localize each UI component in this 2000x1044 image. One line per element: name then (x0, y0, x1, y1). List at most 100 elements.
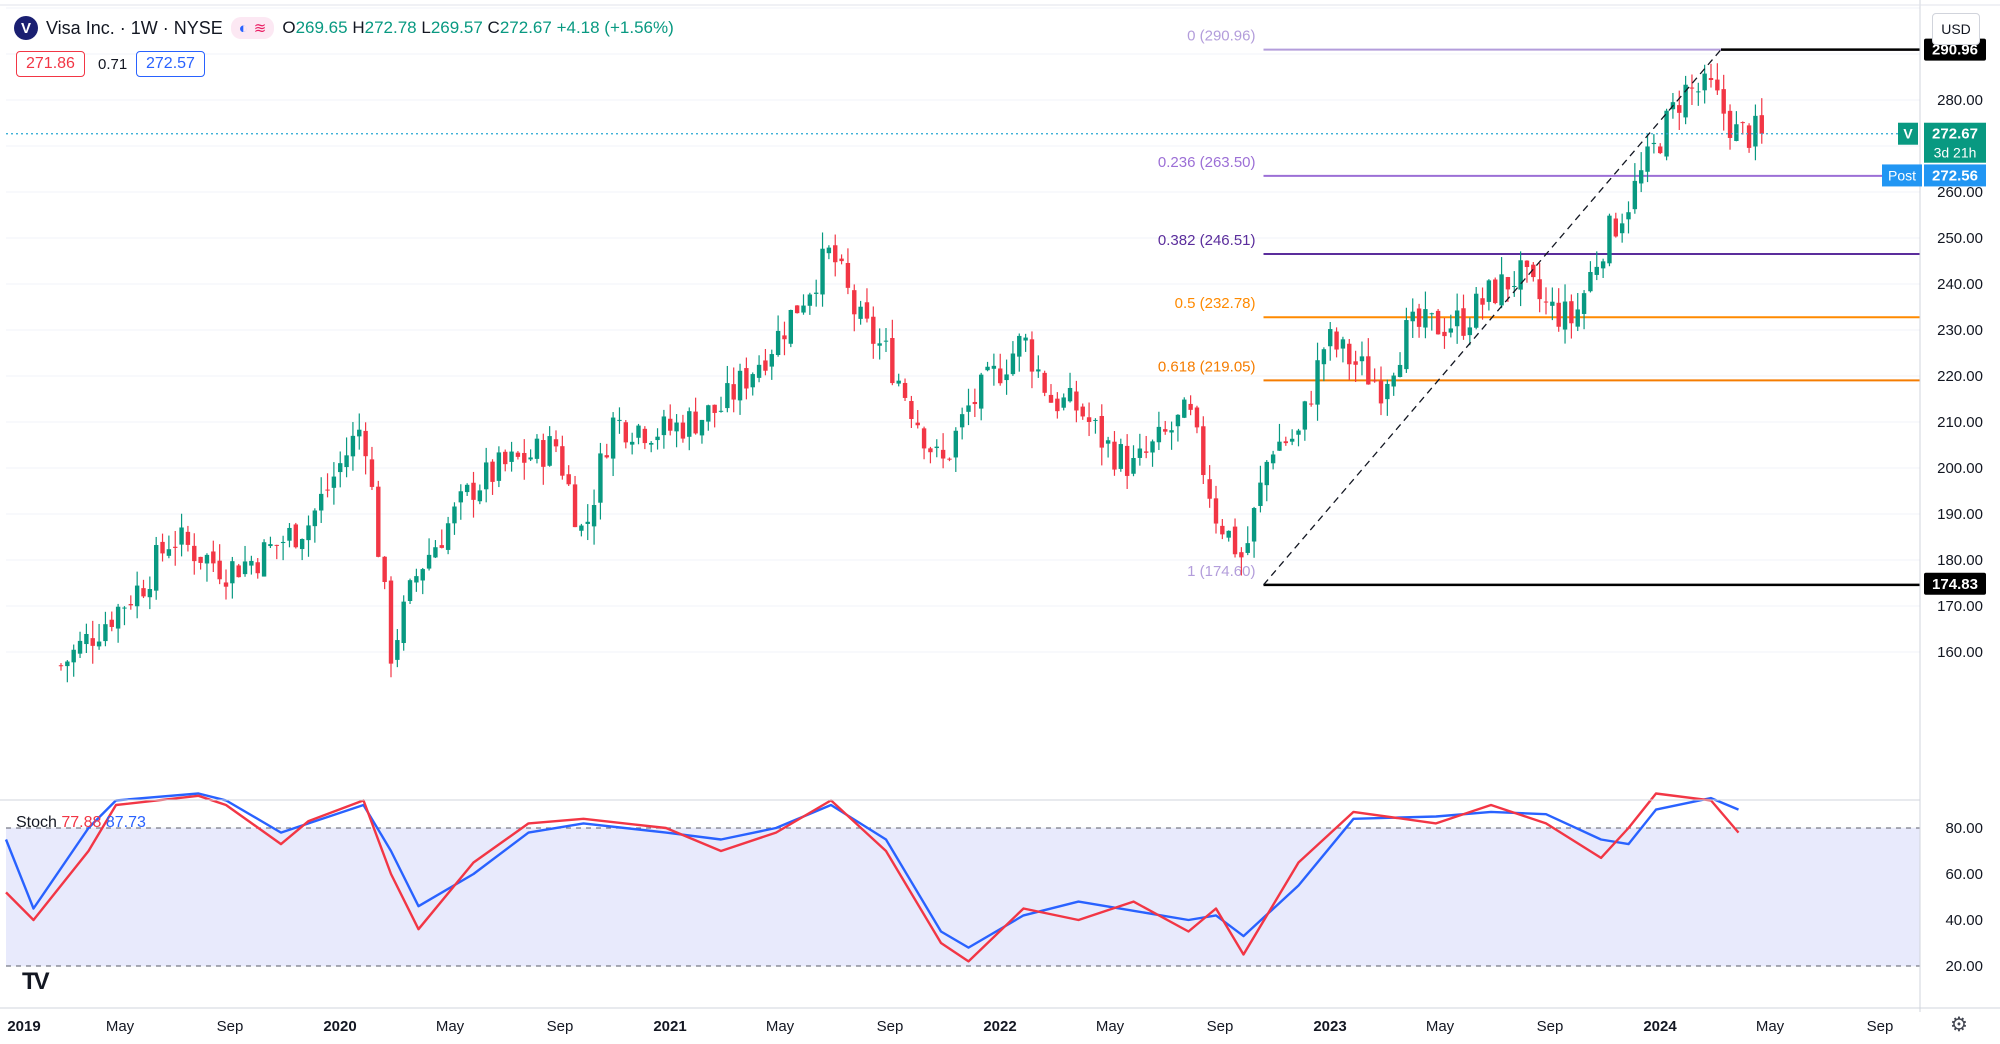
candle-body (325, 489, 330, 491)
candle-body (928, 448, 933, 453)
price-tick-label: 260.00 (1937, 184, 1983, 201)
last-price-bg (1924, 122, 1986, 163)
candle-body (826, 247, 832, 254)
candle-body (1334, 331, 1339, 350)
candle-body (242, 561, 248, 575)
candle-body (1175, 414, 1181, 427)
candle-body (687, 411, 692, 437)
price-tick-label: 280.00 (1937, 92, 1983, 109)
candle-body (1594, 266, 1599, 275)
candle-body (1213, 498, 1219, 524)
buy-button[interactable]: 272.57 (136, 51, 205, 77)
time-tick-label: 2021 (653, 1018, 686, 1035)
candle-body (84, 633, 89, 645)
candle-body (534, 438, 540, 459)
candle-body (788, 309, 794, 344)
candle-body (1105, 440, 1111, 444)
candle-body (820, 248, 825, 295)
candle-body (966, 405, 971, 412)
candle-body (1163, 429, 1168, 432)
candle-body (1512, 285, 1517, 287)
candle-body (1683, 84, 1688, 118)
candle-body (756, 364, 762, 378)
candle-body (782, 335, 787, 340)
candle-body (223, 582, 229, 587)
candle-body (775, 330, 781, 356)
candle-body (192, 545, 197, 562)
time-tick-label: 2020 (323, 1018, 356, 1035)
candle-body (1143, 451, 1149, 453)
candle-body (1156, 426, 1162, 443)
candle-body (598, 453, 603, 503)
wave-icon: ≋ (253, 20, 267, 37)
low-marker-label: 174.83 (1932, 576, 1978, 593)
candle-body (1099, 415, 1104, 448)
price-tick-label: 170.00 (1937, 598, 1983, 615)
candle-body (998, 368, 1003, 384)
candle-body (452, 506, 457, 524)
candle-body (141, 588, 146, 597)
candle-body (1010, 353, 1016, 375)
gear-icon[interactable]: ⚙ (1950, 1014, 1968, 1036)
symbol-title[interactable]: Visa Inc. · 1W · NYSE (46, 17, 223, 38)
time-tick-label: 2022 (983, 1018, 1016, 1035)
candle-body (1404, 320, 1409, 370)
time-tick-label: 2023 (1313, 1018, 1346, 1035)
candle-body (1353, 361, 1358, 365)
candle-body (1581, 293, 1587, 314)
time-tick-label: May (436, 1018, 465, 1035)
candle-body (1080, 406, 1085, 417)
candle-body (490, 461, 495, 482)
candle-body (1048, 394, 1054, 403)
currency-selector[interactable]: USD (1932, 13, 1980, 45)
candle-body (1473, 293, 1479, 328)
price-tick-label: 230.00 (1937, 322, 1983, 339)
candle-body (1061, 397, 1066, 408)
candle-body (991, 365, 997, 369)
candle-body (1093, 419, 1098, 421)
close-value: 272.67 (499, 18, 552, 37)
candle-body (268, 544, 273, 547)
candle-body (96, 641, 102, 647)
candle-body (921, 428, 927, 449)
candle-body (344, 455, 349, 468)
market-status-pill[interactable]: ◐ ≋ (230, 17, 275, 39)
candle-body (515, 452, 521, 457)
candle-body (1759, 115, 1764, 134)
candle-body (1753, 115, 1758, 147)
candle-body (642, 428, 648, 444)
fib-trend-line (1263, 49, 1722, 586)
stoch-legend-name: Stoch (16, 814, 61, 831)
candle-body (718, 410, 724, 412)
candle-body (1746, 125, 1752, 148)
sell-button[interactable]: 271.86 (16, 51, 85, 77)
symbol-tag-bg (1898, 122, 1918, 145)
candle-body (395, 640, 400, 660)
candle-body (547, 436, 552, 466)
time-tick-label: Sep (1867, 1018, 1894, 1035)
candle-body (306, 525, 311, 541)
candle-body (166, 549, 172, 556)
tradingview-logo-icon[interactable]: TV (22, 968, 50, 995)
candle-body (185, 531, 191, 545)
candle-body (160, 541, 165, 554)
candle-body (1137, 448, 1143, 458)
candle-body (1423, 309, 1428, 328)
candle-body (940, 449, 946, 459)
symbol-header: V Visa Inc. · 1W · NYSE ◐ ≋ O269.65 H272… (14, 14, 674, 42)
candle-body (1055, 398, 1060, 412)
candle-body (496, 452, 502, 481)
candle-body (915, 422, 920, 426)
stoch-tick-label: 60.00 (1945, 866, 1983, 883)
candle-body (318, 493, 324, 511)
candle-body (299, 538, 305, 550)
stoch-tick-label: 20.00 (1945, 958, 1983, 975)
candle-body (1169, 430, 1174, 433)
candle-body (382, 556, 387, 583)
candle-body (1740, 122, 1745, 124)
candle-body (1721, 89, 1726, 114)
candle-body (287, 527, 292, 541)
symbol-tag: V (1903, 126, 1913, 142)
time-tick-label: Sep (877, 1018, 904, 1035)
